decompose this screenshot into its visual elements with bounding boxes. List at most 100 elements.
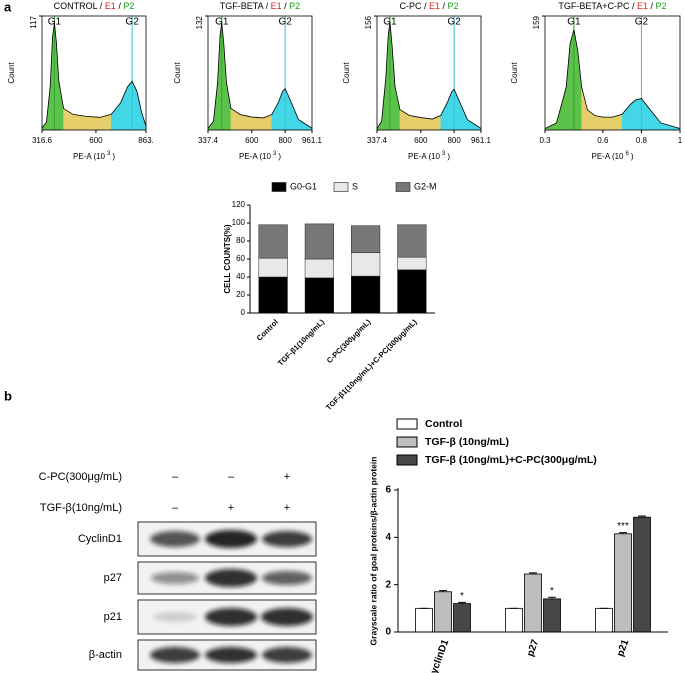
treatment-sign: + <box>284 502 290 514</box>
bar-segment <box>258 224 288 259</box>
title-part: P2 <box>656 1 667 11</box>
title-part: E1 <box>105 1 116 11</box>
title-part: P2 <box>448 1 459 11</box>
x-tick-label: 337.4 <box>367 136 388 145</box>
y-tick-label: 2 <box>385 579 391 590</box>
title-part: P2 <box>289 1 300 11</box>
x-tick-label: TGF-β1(10ng/mL)+C-PC(300μg/mL) <box>324 317 419 412</box>
band-label: CyclinD1 <box>78 533 122 545</box>
bar-segment <box>397 256 427 271</box>
legend-label: TGF-β (10ng/mL) <box>425 436 509 448</box>
x-tick-label: 600 <box>414 136 428 145</box>
treatment-sign: + <box>284 471 290 483</box>
title-part: / <box>440 1 448 11</box>
x-axis-label: PE-A (10 3) <box>239 151 281 162</box>
x-axis-label: PE-A (10 3) <box>408 151 450 162</box>
y-axis-label: Count <box>342 62 351 84</box>
y-tick-label: 4 <box>385 532 391 543</box>
error-bar <box>529 572 537 575</box>
error-bar <box>548 596 556 599</box>
blot-band <box>205 647 257 663</box>
title-part: P2 <box>123 1 134 11</box>
area-segment <box>120 87 128 131</box>
x-label-exponent: 3 <box>442 151 446 157</box>
y-tick-label: 40 <box>236 272 245 281</box>
x-axis-label: PE-A (10 3) <box>73 151 115 162</box>
x-tick-label: Control <box>255 317 280 342</box>
area-segment <box>602 116 613 131</box>
title-part: C-PC / <box>399 1 429 11</box>
area-segment <box>86 116 100 131</box>
x-label-end: ) <box>631 152 634 161</box>
legend-swatch <box>396 454 418 466</box>
bar-segment <box>351 252 381 277</box>
x-label-end: ) <box>112 152 115 161</box>
legend-label: Control <box>425 418 462 430</box>
gate-label: G2 <box>278 17 292 28</box>
blot-band <box>205 530 257 548</box>
count-line <box>41 22 147 129</box>
bar <box>415 607 433 633</box>
area-segment <box>581 86 588 131</box>
x-tick-label: 316.6 <box>32 136 53 145</box>
area-segment <box>420 117 433 131</box>
plot-frame <box>207 15 313 131</box>
x-label-text: PE-A (10 <box>239 152 272 161</box>
area-segment <box>577 51 582 131</box>
area-segment <box>391 45 396 131</box>
count-line <box>376 21 482 129</box>
x-tick-label: 600 <box>245 136 259 145</box>
chart-title: TGF-BETA / E1 / P2 <box>220 1 300 11</box>
treatment-sign: + <box>228 502 234 514</box>
bar <box>505 607 523 633</box>
x-tick-label: 1 <box>678 136 683 145</box>
y-axis-label: Grayscale ratio of goal proteins/β-actin… <box>368 457 378 646</box>
band-label: p21 <box>104 611 122 623</box>
area-segment <box>573 29 579 131</box>
panel-label: b <box>4 388 12 403</box>
plot-frame <box>544 15 681 131</box>
significance-label: * <box>550 586 554 597</box>
area-segment <box>458 100 468 131</box>
x-tick-label: p21 <box>615 638 631 658</box>
x-tick-label: 337.4 <box>198 136 219 145</box>
area-segment <box>223 43 227 131</box>
error-bar <box>619 532 627 534</box>
gate-label: G2 <box>447 17 461 28</box>
area-segment <box>440 102 448 131</box>
bar-segment <box>351 275 381 314</box>
band-label: p27 <box>104 572 122 584</box>
area-segment <box>271 102 279 131</box>
x-label-exponent: 6 <box>626 151 630 157</box>
blot-band <box>151 572 199 584</box>
gate-label: G1 <box>215 17 229 28</box>
legend-label: G0-G1 <box>290 181 317 191</box>
bar-segment <box>304 277 334 314</box>
blot-band <box>150 647 200 663</box>
treatment-sign: – <box>228 471 235 483</box>
legend-label: TGF-β (10ng/mL)+C-PC(300μg/mL) <box>425 454 597 466</box>
y-tick-label: 6 <box>385 485 391 496</box>
x-tick-label: 0.8 <box>636 136 648 145</box>
treatment-label: TGF-β(10ng/mL) <box>40 502 122 514</box>
x-tick-label: 0.3 <box>539 136 551 145</box>
panel-label: a <box>4 0 12 14</box>
y-tick-label: 80 <box>236 236 245 245</box>
gate-label: G2 <box>635 17 649 28</box>
bar-segment <box>397 224 427 258</box>
area-segment <box>56 42 60 131</box>
x-label-text: PE-A (10 <box>591 152 624 161</box>
title-part: / <box>282 1 290 11</box>
bar-segment <box>258 257 288 278</box>
y-tick-label: 159 <box>532 15 541 29</box>
treatment-sign: – <box>172 471 179 483</box>
legend-label: G2-M <box>414 181 437 191</box>
title-part: / <box>648 1 656 11</box>
bar <box>524 573 542 633</box>
y-tick-label: 117 <box>29 15 38 28</box>
x-tick-label: TGF-β1(10ng/mL) <box>276 317 327 368</box>
area-segment <box>594 115 604 131</box>
title-part: CONTROL / <box>54 1 105 11</box>
chart-title: C-PC / E1 / P2 <box>399 1 458 11</box>
